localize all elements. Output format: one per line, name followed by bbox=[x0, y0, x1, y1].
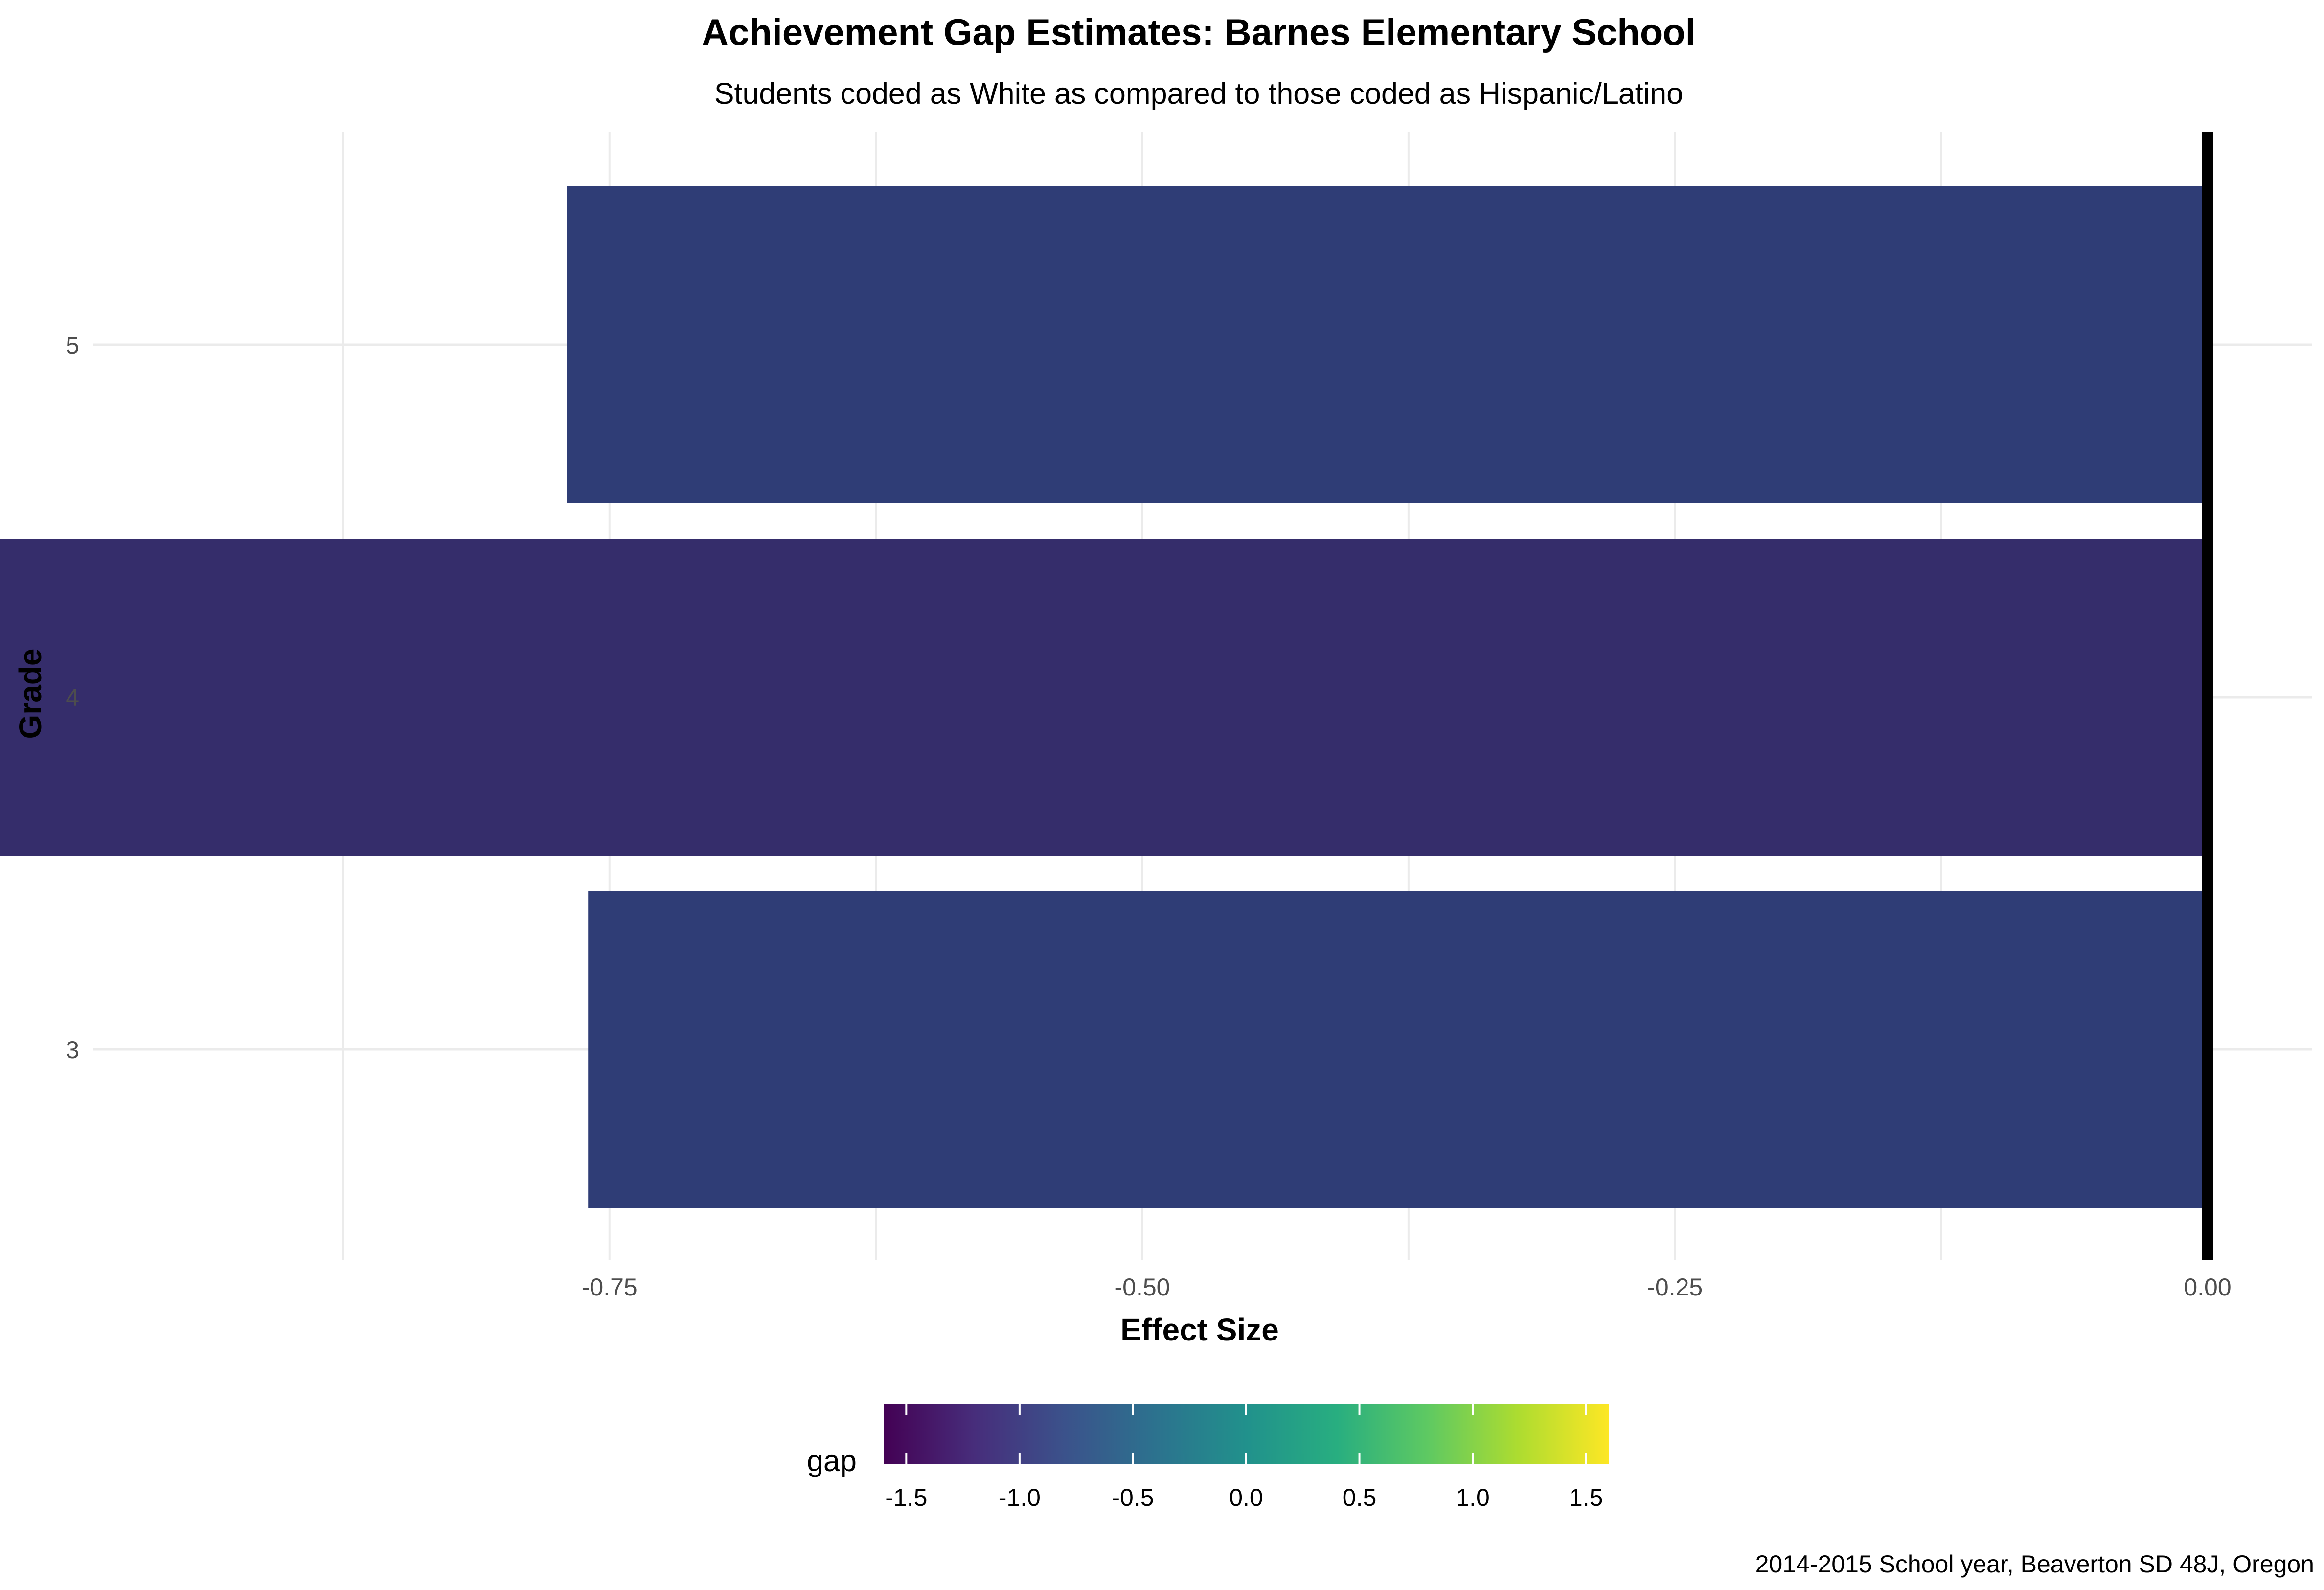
y-axis-title: Grade bbox=[13, 649, 48, 739]
bar-grade-4 bbox=[0, 539, 2208, 856]
bar-grade-5 bbox=[567, 186, 2208, 503]
chart-title: Achievement Gap Estimates: Barnes Elemen… bbox=[702, 12, 1696, 53]
x-axis-title: Effect Size bbox=[1120, 1312, 1279, 1347]
legend-tick-label: -1.5 bbox=[885, 1484, 927, 1511]
legend-tick-label: 1.0 bbox=[1456, 1484, 1490, 1511]
legend-tick-label: 1.5 bbox=[1569, 1484, 1603, 1511]
legend-ticks: -1.5 -1.0 -0.5 0.0 0.5 1.0 1.5 bbox=[885, 1404, 1603, 1511]
x-tick-label: -0.50 bbox=[1115, 1273, 1170, 1301]
legend-tick-label: -0.5 bbox=[1112, 1484, 1154, 1511]
x-tick-labels: -0.75 -0.50 -0.25 0.00 bbox=[582, 1273, 2232, 1301]
chart-subtitle: Students coded as White as compared to t… bbox=[714, 77, 1683, 110]
bar-grade-3 bbox=[588, 891, 2208, 1208]
legend-tick-label: 0.5 bbox=[1343, 1484, 1377, 1511]
x-tick-label: -0.75 bbox=[582, 1273, 638, 1301]
legend-title: gap bbox=[807, 1444, 857, 1477]
y-tick-label: 4 bbox=[66, 684, 79, 711]
chart-caption: 2014-2015 School year, Beaverton SD 48J,… bbox=[1755, 1550, 2314, 1578]
bars bbox=[0, 186, 2208, 1208]
x-tick-label: -0.25 bbox=[1647, 1273, 1703, 1301]
legend-tick-label: -1.0 bbox=[999, 1484, 1041, 1511]
legend-tick-label: 0.0 bbox=[1229, 1484, 1263, 1511]
y-tick-label: 3 bbox=[66, 1036, 79, 1064]
y-tick-labels: 3 4 5 bbox=[66, 332, 79, 1064]
y-tick-label: 5 bbox=[66, 332, 79, 359]
x-tick-label: 0.00 bbox=[2184, 1273, 2231, 1301]
color-legend: gap -1.5 -1.0 -0.5 0.0 0.5 1.0 1.5 bbox=[807, 1404, 1609, 1511]
